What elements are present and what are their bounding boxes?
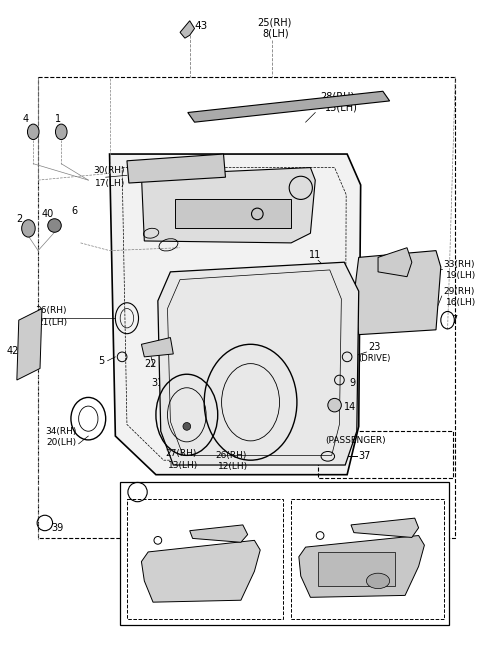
Text: 38: 38	[166, 559, 178, 569]
Polygon shape	[109, 154, 360, 474]
Text: 12(LH): 12(LH)	[218, 463, 248, 471]
Text: 44: 44	[417, 515, 429, 525]
Text: a: a	[130, 487, 135, 496]
Text: 34(RH): 34(RH)	[45, 427, 76, 435]
Text: 7: 7	[452, 315, 458, 325]
Text: 17(LH): 17(LH)	[95, 178, 125, 188]
Text: 27(RH): 27(RH)	[166, 449, 197, 458]
Polygon shape	[378, 248, 412, 276]
Ellipse shape	[22, 220, 35, 237]
Ellipse shape	[183, 422, 191, 430]
Text: 33(RH): 33(RH)	[444, 260, 475, 269]
Polygon shape	[158, 262, 359, 465]
Text: 5: 5	[98, 356, 104, 366]
Text: (DRIVE): (DRIVE)	[299, 504, 333, 513]
Polygon shape	[17, 308, 42, 380]
Bar	[318, 552, 396, 586]
Text: a: a	[292, 184, 298, 192]
Text: 15(LH): 15(LH)	[325, 103, 358, 113]
Text: 23: 23	[368, 342, 381, 352]
Polygon shape	[188, 92, 390, 122]
Text: 43: 43	[194, 21, 208, 31]
Bar	[127, 499, 283, 618]
Polygon shape	[299, 535, 424, 597]
Text: 22: 22	[144, 359, 157, 369]
Text: 19(LH): 19(LH)	[445, 271, 476, 280]
Polygon shape	[190, 525, 248, 543]
Text: 29(RH): 29(RH)	[444, 287, 475, 296]
Text: 25(RH): 25(RH)	[257, 18, 292, 28]
Text: 26(RH): 26(RH)	[216, 451, 247, 460]
Text: 30(RH): 30(RH)	[93, 166, 125, 175]
Text: 1: 1	[55, 114, 60, 124]
Text: 42: 42	[6, 346, 19, 356]
Polygon shape	[351, 518, 419, 537]
Text: 31: 31	[151, 378, 163, 388]
Text: 37: 37	[359, 451, 371, 461]
Text: 41: 41	[417, 255, 429, 265]
Text: 28(RH): 28(RH)	[320, 91, 354, 101]
Ellipse shape	[56, 124, 67, 140]
Ellipse shape	[48, 219, 61, 232]
Polygon shape	[127, 154, 226, 183]
Text: 24: 24	[328, 532, 340, 543]
Ellipse shape	[27, 124, 39, 140]
Polygon shape	[180, 21, 194, 38]
Polygon shape	[142, 541, 260, 602]
Polygon shape	[142, 167, 315, 243]
Text: 35: 35	[245, 520, 257, 530]
Text: (PASSENGER): (PASSENGER)	[325, 436, 385, 445]
Polygon shape	[142, 337, 173, 357]
Text: 3: 3	[129, 535, 135, 545]
Text: 6: 6	[71, 206, 77, 216]
Bar	[291, 499, 444, 618]
Text: (DRIVE): (DRIVE)	[359, 354, 391, 363]
Text: 39: 39	[52, 523, 64, 533]
Text: 11: 11	[309, 251, 321, 260]
Bar	[318, 431, 454, 478]
Text: 9: 9	[349, 378, 355, 388]
Text: 21(LH): 21(LH)	[37, 317, 67, 326]
Polygon shape	[354, 251, 441, 335]
Bar	[175, 199, 291, 228]
Text: 18(LH): 18(LH)	[291, 289, 322, 298]
Ellipse shape	[328, 398, 341, 412]
Text: 20(LH): 20(LH)	[47, 438, 77, 447]
Text: 32(RH): 32(RH)	[289, 277, 321, 286]
Ellipse shape	[366, 573, 390, 589]
Text: 10: 10	[241, 199, 253, 209]
Text: 8(LH): 8(LH)	[262, 29, 289, 38]
Text: 3: 3	[291, 530, 297, 541]
Text: 16(LH): 16(LH)	[445, 299, 476, 307]
Text: 14: 14	[344, 402, 357, 412]
Bar	[38, 77, 456, 539]
Text: 13(LH): 13(LH)	[168, 461, 198, 469]
Text: (PASSENGER): (PASSENGER)	[135, 504, 195, 513]
Text: 4: 4	[23, 114, 29, 124]
Text: 40: 40	[42, 209, 54, 219]
Text: 36(RH): 36(RH)	[35, 306, 67, 315]
Text: 2: 2	[16, 214, 22, 224]
Bar	[120, 482, 448, 626]
